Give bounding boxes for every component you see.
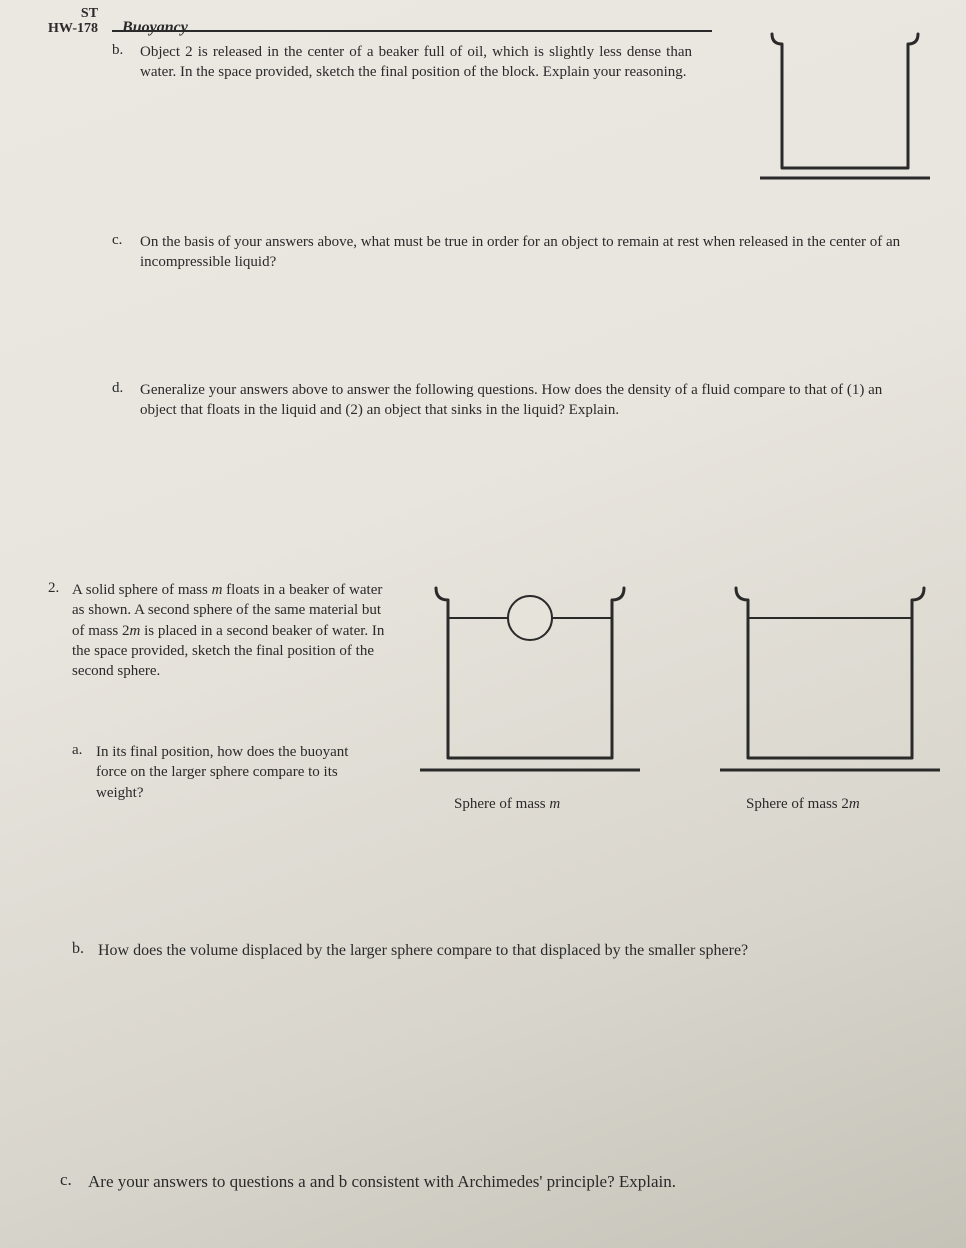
caption-mass-m: Sphere of mass m xyxy=(454,796,560,813)
item-letter: b. xyxy=(72,940,84,958)
item-text: Generalize your answers above to answer … xyxy=(140,380,902,421)
item-text: In its final position, how does the buoy… xyxy=(96,742,372,803)
item-text: How does the volume displaced by the lar… xyxy=(98,940,922,962)
hw-line1: ST xyxy=(48,6,98,21)
problem-2c: c. Are your answers to questions a and b… xyxy=(60,1170,920,1194)
hw-label: ST HW-178 xyxy=(48,6,98,37)
hw-line2: HW-178 xyxy=(48,21,98,36)
chapter-title: Buoyancy xyxy=(122,19,188,37)
item-letter: c. xyxy=(112,232,122,249)
figure-beaker-oil xyxy=(760,20,930,188)
header-rule xyxy=(112,30,712,32)
item-letter: c. xyxy=(60,1170,72,1190)
page: ST HW-178 Buoyancy b. Object 2 is releas… xyxy=(0,0,966,1248)
figure-sphere-mass-m xyxy=(420,570,640,780)
problem-2b: b. How does the volume displaced by the … xyxy=(72,940,922,962)
problem-2a: a. In its final position, how does the b… xyxy=(72,742,372,803)
page-header: ST HW-178 Buoyancy xyxy=(48,6,188,37)
item-letter: b. xyxy=(112,42,123,59)
problem-1c: c. On the basis of your answers above, w… xyxy=(112,232,902,273)
problem-1b: b. Object 2 is released in the center of… xyxy=(112,42,692,83)
item-letter: a. xyxy=(72,742,82,759)
item-text: Are your answers to questions a and b co… xyxy=(88,1170,920,1194)
problem-2: 2. A solid sphere of mass m floats in a … xyxy=(48,580,388,681)
item-number: 2. xyxy=(48,580,59,597)
caption-mass-2m: Sphere of mass 2m xyxy=(746,796,860,813)
item-letter: d. xyxy=(112,380,123,397)
figure-sphere-mass-2m xyxy=(720,570,940,780)
problem-1d: d. Generalize your answers above to answ… xyxy=(112,380,902,421)
item-text: A solid sphere of mass m floats in a bea… xyxy=(72,580,388,681)
item-text: On the basis of your answers above, what… xyxy=(140,232,902,273)
item-text: Object 2 is released in the center of a … xyxy=(140,42,692,83)
